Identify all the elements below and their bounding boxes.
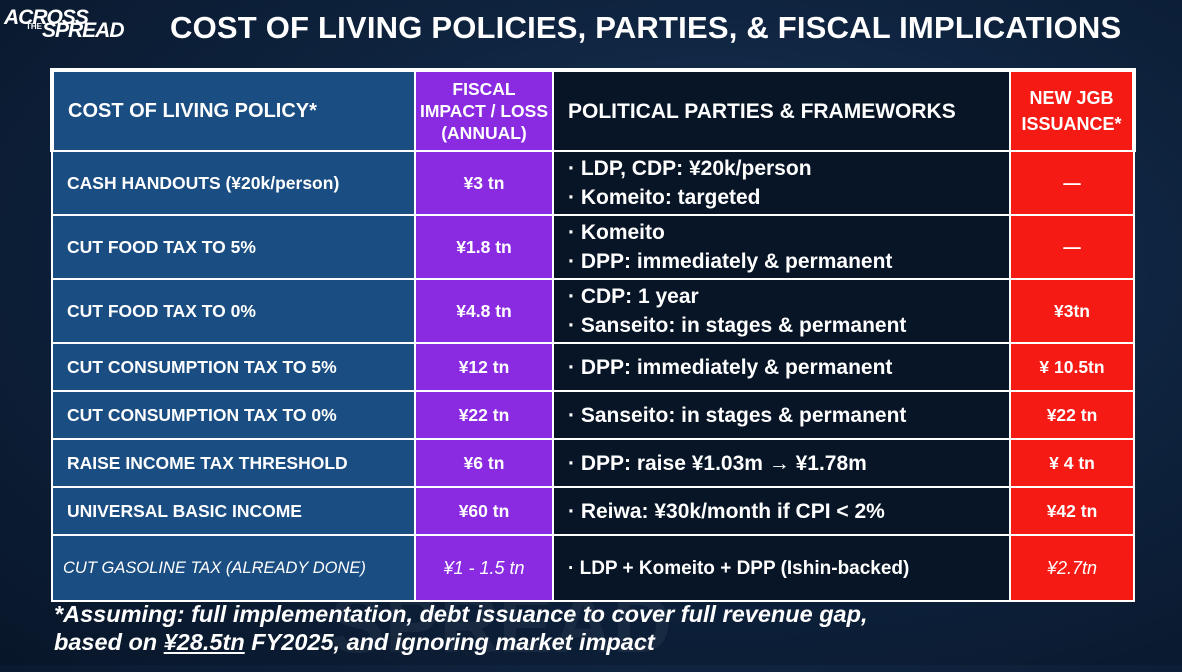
jgb-cell: —	[1009, 150, 1135, 216]
parties-cell: · Reiwa: ¥30k/month if CPI < 2%	[552, 486, 1011, 536]
impact-cell: ¥60 tn	[414, 486, 554, 536]
header-policy: COST OF LIVING POLICY*	[50, 68, 416, 152]
table-row: UNIVERSAL BASIC INCOME ¥60 tn · Reiwa: ¥…	[51, 486, 1135, 536]
impact-cell: ¥22 tn	[414, 390, 554, 440]
policy-cell: CUT FOOD TAX TO 0%	[51, 278, 416, 344]
table-row: CUT FOOD TAX TO 0% ¥4.8 tn · CDP: 1 year…	[51, 278, 1135, 344]
impact-cell: ¥1.8 tn	[414, 214, 554, 280]
party-line: · Reiwa: ¥30k/month if CPI < 2%	[568, 499, 885, 523]
impact-cell: ¥3 tn	[414, 150, 554, 216]
header-fiscal-line1: FISCAL	[452, 79, 516, 99]
header-jgb-issuance: NEW JGB ISSUANCE*	[1009, 68, 1136, 152]
parties-cell: · LDP, CDP: ¥20k/person · Komeito: targe…	[552, 150, 1011, 216]
footnote-line2: based on ¥28.5tn FY2025, and ignoring ma…	[54, 628, 1154, 656]
party-line: · LDP + Komeito + DPP (Ishin-backed)	[568, 557, 910, 579]
brand-logo-line1: ACROSS	[4, 6, 89, 29]
header-fiscal-line2: IMPACT / LOSS	[419, 101, 548, 121]
table-header-row: COST OF LIVING POLICY* FISCAL IMPACT / L…	[50, 68, 1136, 152]
jgb-cell: ¥3tn	[1009, 278, 1135, 344]
page-title: COST OF LIVING POLICIES, PARTIES, & FISC…	[170, 10, 1122, 45]
parties-cell: · DPP: raise ¥1.03m → ¥1.78m	[552, 438, 1011, 488]
policy-cell: CUT GASOLINE TAX (ALREADY DONE)	[51, 534, 416, 602]
party-line: · DPP: immediately & permanent	[568, 250, 893, 273]
policy-table: COST OF LIVING POLICY* FISCAL IMPACT / L…	[50, 68, 1136, 602]
table-row: CUT FOOD TAX TO 5% ¥1.8 tn · Komeito · D…	[51, 214, 1135, 280]
policy-cell: CASH HANDOUTS (¥20k/person)	[51, 150, 416, 216]
impact-cell: ¥4.8 tn	[414, 278, 554, 344]
header-fiscal-impact: FISCAL IMPACT / LOSS (ANNUAL)	[414, 68, 554, 152]
brand-logo-line3: SPREAD	[42, 19, 125, 42]
party-line: · DPP: immediately & permanent	[568, 355, 893, 379]
parties-cell: · LDP + Komeito + DPP (Ishin-backed)	[552, 534, 1011, 602]
policy-cell: UNIVERSAL BASIC INCOME	[51, 486, 416, 536]
brand-logo-line2: THE	[26, 22, 42, 31]
jgb-cell: ¥ 4 tn	[1009, 438, 1135, 488]
footnote-line1: *Assuming: full implementation, debt iss…	[54, 601, 868, 627]
policy-cell: CUT CONSUMPTION TAX TO 0%	[51, 390, 416, 440]
parties-cell: · Sanseito: in stages & permanent	[552, 390, 1011, 440]
impact-cell: ¥6 tn	[414, 438, 554, 488]
table-row: CASH HANDOUTS (¥20k/person) ¥3 tn · LDP,…	[51, 150, 1135, 216]
party-line: · LDP, CDP: ¥20k/person	[568, 157, 812, 180]
policy-cell: CUT FOOD TAX TO 5%	[51, 214, 416, 280]
party-line: · CDP: 1 year	[568, 285, 699, 308]
table-row: CUT CONSUMPTION TAX TO 5% ¥12 tn · DPP: …	[51, 342, 1135, 392]
parties-cell: · DPP: immediately & permanent	[552, 342, 1011, 392]
party-line: · Komeito	[568, 221, 665, 244]
impact-cell: ¥12 tn	[414, 342, 554, 392]
brand-logo: ACROSS THE SPREAD	[4, 6, 134, 46]
policy-cell: CUT CONSUMPTION TAX TO 5%	[51, 342, 416, 392]
header-jgb-line1: NEW JGB	[1029, 88, 1114, 108]
parties-cell: · Komeito · DPP: immediately & permanent	[552, 214, 1011, 280]
header-jgb-line2: ISSUANCE*	[1021, 114, 1122, 134]
table-row: CUT GASOLINE TAX (ALREADY DONE) ¥1 - 1.5…	[51, 534, 1135, 602]
jgb-cell: ¥2.7tn	[1009, 534, 1135, 602]
party-line: · DPP: raise ¥1.03m → ¥1.78m	[568, 451, 867, 475]
jgb-cell: —	[1009, 214, 1135, 280]
policy-cell: RAISE INCOME TAX THRESHOLD	[51, 438, 416, 488]
footnote-tail: FY2025, and ignoring market impact	[244, 629, 655, 655]
footnote-based-on: based on	[54, 629, 164, 655]
impact-cell: ¥1 - 1.5 tn	[414, 534, 554, 602]
parties-cell: · CDP: 1 year · Sanseito: in stages & pe…	[552, 278, 1011, 344]
jgb-cell: ¥22 tn	[1009, 390, 1135, 440]
header-fiscal-line3: (ANNUAL)	[441, 123, 527, 143]
footnote-underlined-value: ¥28.5tn	[163, 629, 245, 655]
table-row: RAISE INCOME TAX THRESHOLD ¥6 tn · DPP: …	[51, 438, 1135, 488]
jgb-cell: ¥42 tn	[1009, 486, 1135, 536]
header-parties: POLITICAL PARTIES & FRAMEWORKS	[552, 68, 1011, 152]
table-row: CUT CONSUMPTION TAX TO 0% ¥22 tn · Sanse…	[51, 390, 1135, 440]
party-line: · Komeito: targeted	[568, 186, 761, 209]
party-line: · Sanseito: in stages & permanent	[568, 314, 907, 337]
jgb-cell: ¥ 10.5tn	[1009, 342, 1135, 392]
footnote: *Assuming: full implementation, debt iss…	[54, 600, 1154, 656]
party-line: · Sanseito: in stages & permanent	[568, 403, 907, 427]
